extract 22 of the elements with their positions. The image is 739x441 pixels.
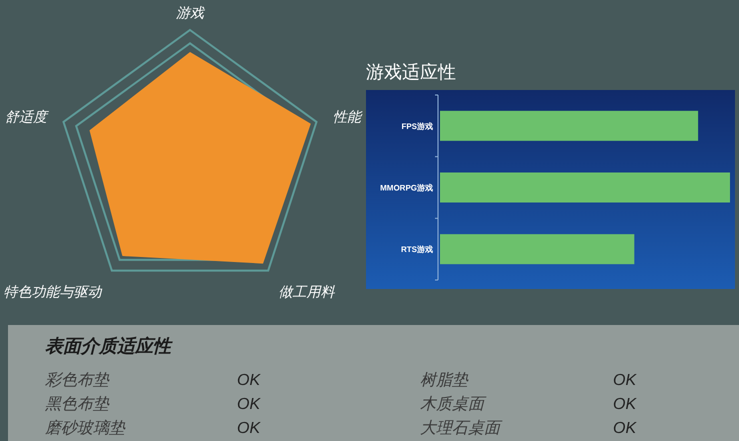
text: 彩色布垫 <box>45 371 110 389</box>
text: 树脂垫 <box>420 371 469 389</box>
text: OK <box>613 420 638 437</box>
y-tick-label: MMORPG游戏 <box>380 184 433 192</box>
spoke-label: 游戏 <box>176 4 206 21</box>
chart-title: 游戏适应性 <box>366 62 456 82</box>
text: OK <box>237 396 262 413</box>
text: OK <box>613 372 638 389</box>
text: 黑色布垫 <box>45 395 110 413</box>
spoke-label: 性能 <box>332 108 363 125</box>
text: 木质桌面 <box>420 395 487 413</box>
spoke-label: 舒适度 <box>5 108 50 125</box>
y-tick-label: RTS游戏 <box>401 245 433 254</box>
text: OK <box>613 396 638 413</box>
spoke-label: 特色功能与驱动 <box>4 284 103 300</box>
y-tick-label: FPS游戏 <box>401 122 433 131</box>
text: OK <box>237 372 262 389</box>
text: 表面介质适应性 <box>45 336 173 356</box>
spoke-label: 做工用料 <box>278 284 336 300</box>
text: 大理石桌面 <box>420 419 503 437</box>
text: OK <box>237 420 262 437</box>
text: 磨砂玻璃垫 <box>45 419 126 437</box>
